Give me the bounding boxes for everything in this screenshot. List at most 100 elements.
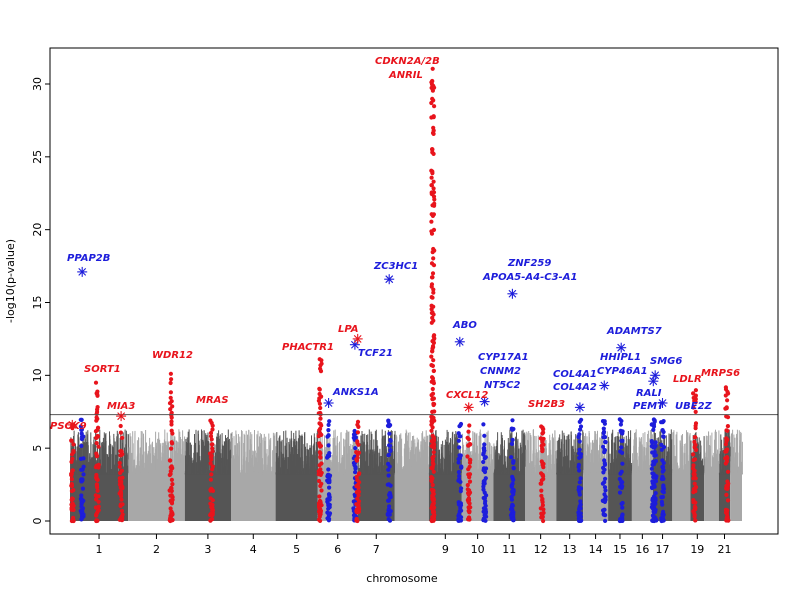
snp-point (450, 471, 452, 475)
snp-point (563, 471, 565, 475)
snp-point (241, 469, 243, 475)
snp-point (417, 442, 419, 475)
snp-point (304, 466, 306, 475)
snp-point (349, 446, 351, 475)
snp-point (541, 466, 543, 475)
snp-point (366, 462, 368, 475)
snp-point (526, 451, 528, 475)
chromosome-band-2 (128, 472, 185, 521)
snp-point (194, 472, 196, 475)
snp-point (551, 437, 553, 475)
snp-point (136, 440, 138, 475)
snp-point (422, 438, 424, 475)
snp-point (265, 472, 266, 475)
snp-point (115, 454, 117, 475)
snp-point (199, 461, 201, 475)
snp-point (575, 455, 577, 475)
snp-point (402, 472, 404, 475)
snp-point (323, 461, 325, 475)
snp-point (181, 469, 183, 475)
snp-point (497, 432, 499, 475)
snp-point (400, 459, 402, 475)
snp-point (99, 429, 101, 475)
snp-point (506, 470, 508, 475)
snp-point (201, 430, 203, 475)
snp-point (277, 440, 279, 475)
snp-point (345, 432, 347, 475)
snp-point (328, 442, 330, 475)
snp-point (279, 435, 281, 475)
snp-point (589, 437, 590, 475)
snp-point (587, 470, 589, 475)
snp-point (261, 458, 262, 475)
snp-point (150, 464, 151, 475)
snp-point (247, 434, 248, 475)
snp-point (527, 469, 529, 475)
snp-point (74, 471, 76, 475)
snp-point (377, 466, 379, 475)
snp-point (147, 472, 149, 475)
snp-point (88, 468, 90, 475)
snp-point (562, 471, 564, 475)
snp-point (573, 439, 575, 475)
snp-point (466, 442, 468, 475)
snp-point (158, 432, 160, 475)
snp-point (347, 472, 349, 475)
snp-point (77, 469, 78, 475)
snp-point (407, 468, 408, 475)
snp-point (180, 463, 182, 475)
snp-point (272, 470, 274, 475)
snp-point (491, 445, 493, 475)
snp-point (379, 472, 381, 475)
snp-point (254, 464, 256, 475)
snp-point (136, 468, 138, 475)
snp-point (427, 446, 429, 475)
snp-point (139, 453, 141, 475)
snp-point (116, 472, 118, 475)
snp-point (115, 472, 117, 475)
snp-point (189, 442, 191, 475)
snp-point (416, 461, 417, 475)
snp-point (351, 472, 353, 475)
snp-point (132, 460, 134, 475)
snp-point (288, 444, 290, 475)
snp-point (580, 454, 582, 475)
snp-point (239, 436, 241, 475)
snp-point (375, 472, 377, 475)
snp-point (268, 433, 270, 475)
snp-point (257, 436, 259, 475)
snp-point (261, 439, 263, 475)
snp-point (501, 472, 502, 475)
snp-point (489, 469, 491, 475)
snp-point (486, 466, 488, 475)
snp-point (297, 457, 299, 475)
snp-point (538, 468, 540, 475)
snp-point (302, 461, 304, 475)
snp-point (299, 470, 301, 475)
snp-point (363, 442, 365, 475)
snp-point (455, 431, 457, 475)
snp-point (364, 472, 366, 475)
snp-point (171, 432, 173, 475)
snp-point (374, 459, 376, 475)
snp-point (366, 441, 368, 475)
snp-point (177, 455, 178, 475)
chromosome-band-4 (231, 472, 276, 521)
snp-point (159, 444, 161, 475)
snp-point (164, 464, 166, 475)
snp-point (266, 449, 268, 475)
snp-point (397, 472, 399, 475)
snp-point (380, 462, 382, 475)
chromosome-band-3 (184, 472, 231, 521)
snp-point (472, 431, 474, 475)
snp-point (104, 472, 106, 475)
snp-point (579, 447, 581, 475)
snp-point (587, 444, 589, 475)
snp-point (479, 472, 481, 475)
snp-point (185, 439, 187, 475)
snp-point (520, 446, 521, 475)
snp-point (456, 472, 458, 475)
snp-point (552, 466, 554, 475)
snp-point (134, 430, 136, 475)
snp-point (90, 467, 92, 475)
